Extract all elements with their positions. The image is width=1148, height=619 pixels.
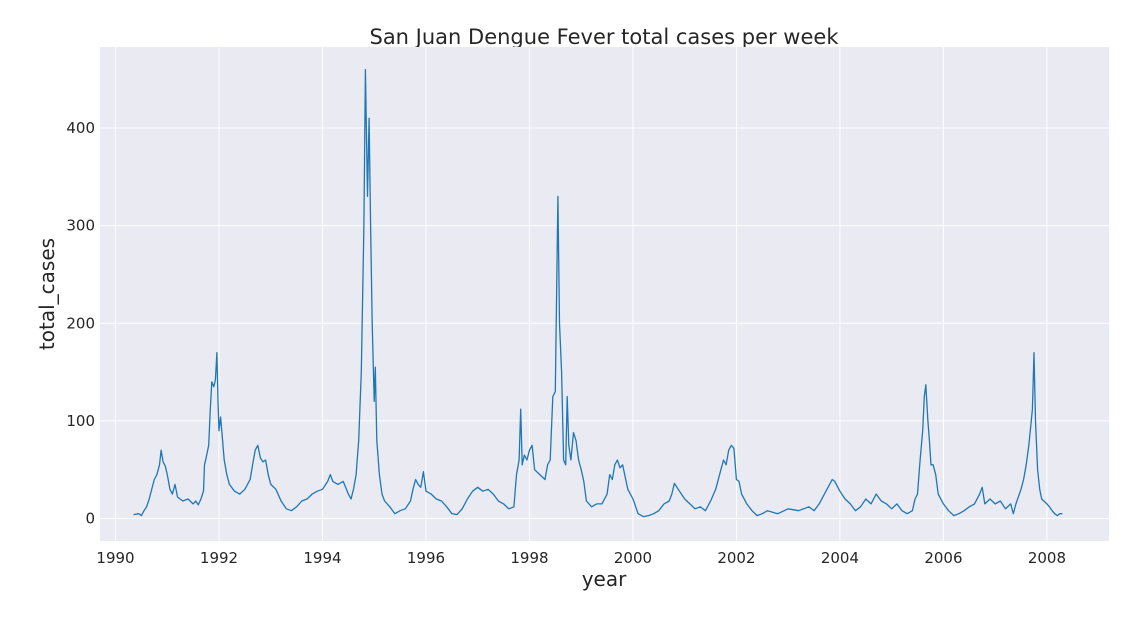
x-tick-label: 1998 [510, 549, 548, 567]
x-tick-label: 1990 [96, 549, 134, 567]
y-tick-label: 0 [85, 510, 95, 528]
x-tick-label: 2000 [614, 549, 652, 567]
plot-area [100, 47, 1109, 541]
x-tick-label: 2006 [924, 549, 962, 567]
x-axis-label: year [582, 567, 627, 591]
series-line-total-cases [133, 68, 1063, 518]
y-tick-label: 400 [66, 119, 95, 137]
axis-ticks: 1990 1992 1994 1996 1998 2000 2002 2004 2006 2008… [66, 119, 1066, 567]
y-tick-label: 200 [66, 314, 95, 332]
y-tick-label: 100 [66, 412, 95, 430]
y-tick-label: 300 [66, 217, 95, 235]
chart-title: San Juan Dengue Fever total cases per we… [369, 25, 839, 49]
y-axis-label: total_cases [35, 238, 59, 350]
x-tick-label: 1992 [200, 549, 238, 567]
x-tick-label: 2008 [1028, 549, 1066, 567]
x-tick-label: 1996 [407, 549, 445, 567]
x-tick-label: 2004 [821, 549, 859, 567]
grid-lines [100, 47, 1109, 541]
x-tick-label: 2002 [717, 549, 755, 567]
x-tick-label: 1994 [303, 549, 341, 567]
